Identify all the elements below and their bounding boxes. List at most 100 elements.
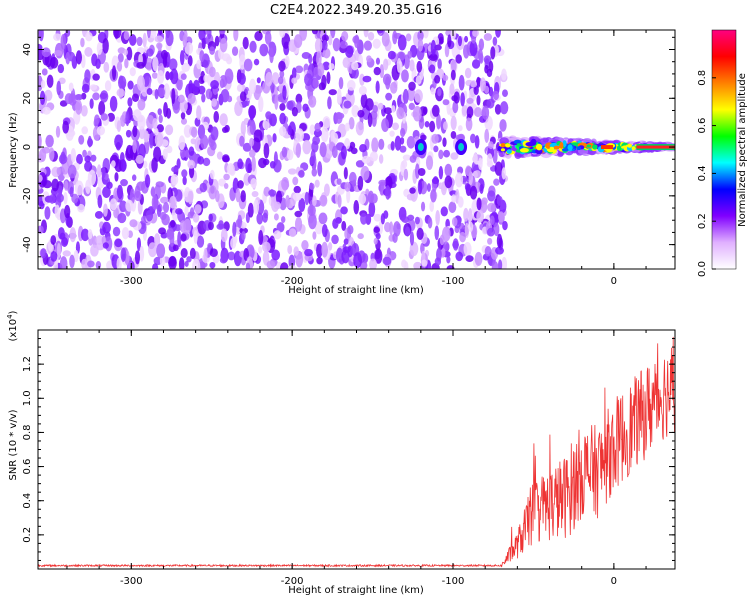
noise-cell bbox=[365, 98, 374, 111]
noise-cell bbox=[502, 89, 508, 98]
noise-cell bbox=[282, 85, 287, 101]
noise-cell bbox=[197, 156, 205, 165]
noise-cell bbox=[96, 125, 106, 136]
noise-cell bbox=[50, 251, 58, 262]
noise-cell bbox=[477, 48, 483, 63]
noise-cell bbox=[302, 139, 312, 155]
band-peak bbox=[601, 145, 614, 150]
noise-cell bbox=[336, 88, 342, 104]
noise-cell bbox=[463, 44, 470, 59]
band-core bbox=[553, 145, 560, 150]
noise-cell bbox=[501, 167, 507, 180]
noise-cell bbox=[174, 189, 183, 202]
noise-cell bbox=[490, 46, 496, 60]
noise-cell bbox=[196, 235, 205, 248]
noise-cell bbox=[392, 30, 398, 45]
noise-cell bbox=[265, 111, 272, 120]
noise-cell bbox=[466, 106, 474, 119]
noise-cell bbox=[407, 87, 416, 102]
noise-cell bbox=[171, 88, 176, 104]
noise-cell bbox=[116, 184, 123, 199]
noise-cell bbox=[293, 34, 303, 49]
snr-panel: -300 -200 -100 0 0.2 0.4 0.6 0.8 1.0 1.2 Height … bbox=[6, 310, 676, 596]
noise-cell bbox=[487, 190, 496, 202]
noise-cell bbox=[253, 129, 263, 143]
noise-cell bbox=[401, 159, 408, 169]
band-halo bbox=[542, 137, 549, 143]
noise-cell bbox=[102, 221, 111, 234]
noise-cell bbox=[473, 152, 478, 164]
noise-cell bbox=[125, 129, 132, 138]
noise-cell bbox=[69, 227, 77, 243]
noise-cell bbox=[373, 237, 378, 245]
noise-cell bbox=[249, 137, 255, 147]
colorbar-tick-label: 0.6 bbox=[697, 118, 708, 134]
signal-cell bbox=[458, 143, 465, 152]
noise-cell bbox=[425, 155, 434, 170]
noise-cell bbox=[87, 169, 97, 186]
noise-cell bbox=[207, 221, 214, 231]
noise-cell bbox=[95, 235, 104, 246]
noise-cell bbox=[383, 58, 389, 71]
y-tick-label: -20 bbox=[22, 188, 33, 204]
band-core bbox=[505, 143, 511, 148]
band-core bbox=[535, 148, 543, 155]
noise-cell bbox=[326, 71, 331, 85]
noise-cell bbox=[152, 117, 158, 130]
noise-cell bbox=[436, 113, 441, 130]
noise-cell bbox=[102, 186, 111, 198]
noise-cell bbox=[178, 257, 185, 269]
noise-cell bbox=[113, 207, 120, 219]
noise-cell bbox=[327, 96, 332, 110]
noise-cell bbox=[231, 46, 239, 57]
noise-cell bbox=[80, 228, 90, 242]
noise-cell bbox=[466, 97, 474, 105]
noise-cell bbox=[157, 108, 162, 116]
noise-cell bbox=[492, 36, 498, 46]
signal-cell bbox=[417, 143, 424, 152]
noise-cell bbox=[458, 125, 463, 132]
noise-cell bbox=[272, 133, 277, 143]
noise-cell bbox=[468, 208, 473, 223]
noise-cell bbox=[75, 50, 83, 65]
noise-cell bbox=[273, 213, 279, 221]
noise-cell bbox=[208, 213, 213, 222]
noise-cell bbox=[87, 135, 92, 148]
noise-cell bbox=[302, 103, 309, 113]
noise-cell bbox=[343, 167, 348, 180]
noise-cell bbox=[291, 106, 298, 117]
noise-cell bbox=[484, 128, 490, 143]
noise-cell bbox=[369, 258, 378, 269]
noise-cell bbox=[156, 243, 166, 259]
noise-cell bbox=[142, 160, 148, 169]
noise-cell bbox=[449, 83, 455, 95]
noise-cell bbox=[221, 53, 231, 62]
noise-cell bbox=[158, 227, 167, 235]
noise-cell bbox=[183, 190, 189, 198]
noise-cell bbox=[54, 49, 63, 57]
noise-cell bbox=[279, 112, 286, 125]
noise-cell bbox=[262, 241, 271, 253]
noise-cell bbox=[360, 165, 370, 181]
noise-cell bbox=[180, 73, 187, 80]
noise-cell bbox=[468, 221, 474, 232]
noise-cell bbox=[286, 100, 294, 110]
noise-cell bbox=[474, 106, 483, 118]
noise-cell bbox=[402, 88, 409, 104]
noise-cell bbox=[135, 154, 144, 165]
noise-cell bbox=[142, 32, 147, 48]
colorbar-frame bbox=[711, 29, 737, 270]
noise-cell bbox=[124, 58, 129, 69]
noise-cell bbox=[55, 125, 61, 138]
noise-cell bbox=[220, 228, 228, 243]
noise-cell bbox=[481, 197, 488, 205]
noise-cell bbox=[172, 244, 179, 252]
noise-cell bbox=[423, 30, 429, 39]
noise-cell bbox=[476, 210, 484, 223]
noise-cell bbox=[499, 119, 507, 132]
noise-cell bbox=[464, 182, 471, 191]
noise-cell bbox=[316, 51, 322, 67]
noise-cell bbox=[372, 38, 381, 49]
noise-cell bbox=[279, 30, 286, 38]
noise-cell bbox=[38, 225, 44, 234]
